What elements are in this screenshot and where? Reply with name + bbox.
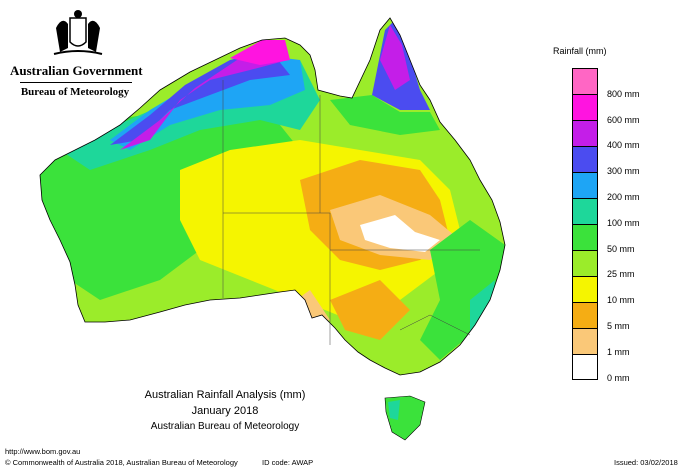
footer-url: http://www.bom.gov.au [5, 447, 81, 456]
legend-swatch [572, 276, 598, 302]
footer-issued: Issued: 03/02/2018 [614, 458, 678, 467]
legend-label: 800 mm [607, 88, 640, 99]
footer-id-code: ID code: AWAP [262, 458, 314, 467]
government-title: Australian Government [10, 63, 143, 78]
legend-swatch [572, 328, 598, 354]
legend-label: 50 mm [607, 243, 635, 254]
footer-copyright: © Commonwealth of Australia 2018, Austra… [5, 458, 238, 467]
legend-swatch [572, 250, 598, 276]
legend-title: Rainfall (mm) [553, 46, 607, 56]
legend-label: 600 mm [607, 114, 640, 125]
divider [20, 82, 132, 83]
map-period: January 2018 [191, 405, 259, 417]
legend-label: 300 mm [607, 166, 640, 177]
legend-colorbar [572, 68, 598, 380]
legend-swatch [572, 120, 598, 146]
legend-label: 200 mm [607, 192, 640, 202]
legend-label: 5 mm [607, 321, 630, 331]
legend-label: 400 mm [607, 140, 640, 151]
legend-swatch [572, 224, 598, 250]
legend-label: 100 mm [607, 217, 640, 228]
legend-swatch [572, 172, 598, 198]
legend-swatch [572, 146, 598, 172]
agency-title: Bureau of Meteorology [20, 86, 130, 98]
legend-label: 0 mm [607, 372, 630, 383]
legend-label: 25 mm [607, 269, 635, 280]
legend-swatch [572, 198, 598, 224]
legend-swatch [572, 354, 598, 380]
legend-label: 1 mm [607, 346, 630, 357]
map-source: Australian Bureau of Meteorology [150, 421, 300, 432]
map-title: Australian Rainfall Analysis (mm) [144, 389, 306, 401]
legend-swatch [572, 68, 598, 94]
legend-swatch [572, 94, 598, 120]
coat-of-arms-icon [53, 10, 103, 55]
legend-swatch [572, 302, 598, 328]
legend-label: 10 mm [607, 295, 635, 306]
